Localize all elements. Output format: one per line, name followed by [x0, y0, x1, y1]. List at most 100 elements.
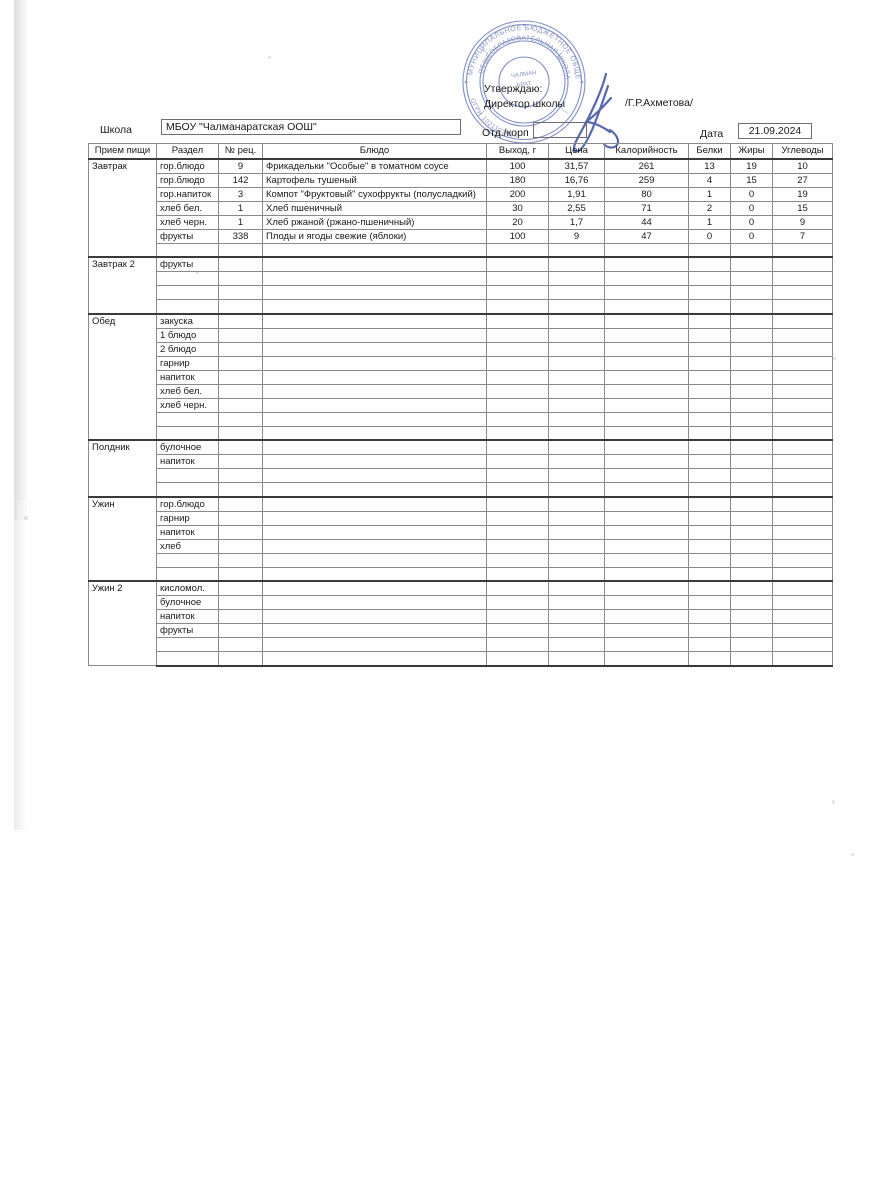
output-cell[interactable]	[486, 369, 549, 385]
recipe-number-cell[interactable]	[218, 495, 263, 512]
section-cell[interactable]	[156, 299, 219, 314]
recipe-number-cell[interactable]	[218, 580, 263, 596]
output-cell[interactable]	[486, 299, 549, 314]
protein-cell[interactable]	[688, 312, 731, 329]
fat-cell[interactable]	[730, 651, 773, 667]
fat-cell[interactable]	[730, 482, 773, 497]
section-cell[interactable]: булочное	[156, 595, 219, 610]
output-cell[interactable]: 200	[486, 186, 549, 202]
carbs-cell[interactable]	[772, 482, 833, 497]
section-cell[interactable]: булочное	[156, 439, 219, 455]
protein-cell[interactable]	[688, 595, 731, 610]
price-cell[interactable]	[548, 439, 605, 455]
carbs-cell[interactable]	[772, 468, 833, 483]
protein-cell[interactable]	[688, 552, 731, 568]
recipe-number-cell[interactable]	[218, 524, 263, 540]
calories-cell[interactable]: 80	[604, 186, 689, 202]
recipe-number-cell[interactable]: 9	[218, 157, 263, 174]
carbs-cell[interactable]: 9	[772, 214, 833, 230]
calories-cell[interactable]: 71	[604, 200, 689, 216]
calories-cell[interactable]	[604, 327, 689, 343]
dish-name-cell[interactable]: Картофель тушеный	[262, 172, 487, 188]
dish-name-cell[interactable]	[262, 355, 487, 371]
section-cell[interactable]: напиток	[156, 609, 219, 624]
recipe-number-cell[interactable]	[218, 637, 263, 652]
protein-cell[interactable]	[688, 285, 731, 300]
output-cell[interactable]	[486, 538, 549, 554]
protein-cell[interactable]: 4	[688, 172, 731, 188]
calories-cell[interactable]	[604, 256, 689, 272]
fat-cell[interactable]	[730, 510, 773, 526]
output-cell[interactable]	[486, 285, 549, 300]
section-cell[interactable]: гарнир	[156, 355, 219, 371]
dish-name-cell[interactable]	[262, 637, 487, 652]
price-cell[interactable]	[548, 242, 605, 258]
section-cell[interactable]: напиток	[156, 369, 219, 385]
date-field[interactable]: 21.09.2024	[738, 123, 812, 139]
protein-cell[interactable]	[688, 651, 731, 667]
calories-cell[interactable]	[604, 341, 689, 357]
price-cell[interactable]	[548, 595, 605, 610]
dish-name-cell[interactable]	[262, 327, 487, 343]
recipe-number-cell[interactable]: 1	[218, 200, 263, 216]
recipe-number-cell[interactable]	[218, 369, 263, 385]
carbs-cell[interactable]: 10	[772, 157, 833, 174]
price-cell[interactable]	[548, 285, 605, 300]
dish-name-cell[interactable]	[262, 285, 487, 300]
recipe-number-cell[interactable]	[218, 595, 263, 610]
calories-cell[interactable]	[604, 299, 689, 314]
price-cell[interactable]	[548, 482, 605, 497]
fat-cell[interactable]: 19	[730, 157, 773, 174]
calories-cell[interactable]	[604, 566, 689, 582]
recipe-number-cell[interactable]	[218, 482, 263, 497]
section-cell[interactable]: фрукты	[156, 623, 219, 638]
recipe-number-cell[interactable]	[218, 256, 263, 272]
carbs-cell[interactable]	[772, 369, 833, 385]
output-cell[interactable]	[486, 552, 549, 568]
calories-cell[interactable]: 261	[604, 157, 689, 174]
recipe-number-cell[interactable]	[218, 552, 263, 568]
protein-cell[interactable]	[688, 439, 731, 455]
carbs-cell[interactable]	[772, 285, 833, 300]
recipe-number-cell[interactable]	[218, 411, 263, 427]
output-cell[interactable]	[486, 439, 549, 455]
output-cell[interactable]	[486, 623, 549, 638]
recipe-number-cell[interactable]: 142	[218, 172, 263, 188]
output-cell[interactable]	[486, 609, 549, 624]
price-cell[interactable]	[548, 299, 605, 314]
calories-cell[interactable]: 259	[604, 172, 689, 188]
price-cell[interactable]	[548, 580, 605, 596]
fat-cell[interactable]	[730, 383, 773, 399]
output-cell[interactable]	[486, 510, 549, 526]
calories-cell[interactable]: 47	[604, 228, 689, 244]
protein-cell[interactable]	[688, 609, 731, 624]
fat-cell[interactable]: 0	[730, 228, 773, 244]
carbs-cell[interactable]	[772, 411, 833, 427]
section-cell[interactable]	[156, 468, 219, 483]
calories-cell[interactable]	[604, 524, 689, 540]
price-cell[interactable]	[548, 524, 605, 540]
recipe-number-cell[interactable]	[218, 454, 263, 469]
output-cell[interactable]	[486, 482, 549, 497]
calories-cell[interactable]	[604, 637, 689, 652]
recipe-number-cell[interactable]	[218, 425, 263, 441]
recipe-number-cell[interactable]	[218, 312, 263, 329]
carbs-cell[interactable]	[772, 637, 833, 652]
section-cell[interactable]: гор.блюдо	[156, 172, 219, 188]
output-cell[interactable]	[486, 341, 549, 357]
carbs-cell[interactable]: 7	[772, 228, 833, 244]
output-cell[interactable]	[486, 327, 549, 343]
carbs-cell[interactable]	[772, 425, 833, 441]
protein-cell[interactable]	[688, 510, 731, 526]
price-cell[interactable]: 2,55	[548, 200, 605, 216]
output-cell[interactable]	[486, 566, 549, 582]
protein-cell[interactable]	[688, 242, 731, 258]
recipe-number-cell[interactable]: 1	[218, 214, 263, 230]
section-cell[interactable]: хлеб	[156, 538, 219, 554]
dish-name-cell[interactable]: Компот "Фруктовый" сухофрукты (полусладк…	[262, 186, 487, 202]
section-cell[interactable]	[156, 552, 219, 568]
output-cell[interactable]	[486, 651, 549, 667]
carbs-cell[interactable]	[772, 495, 833, 512]
fat-cell[interactable]	[730, 312, 773, 329]
dish-name-cell[interactable]	[262, 439, 487, 455]
